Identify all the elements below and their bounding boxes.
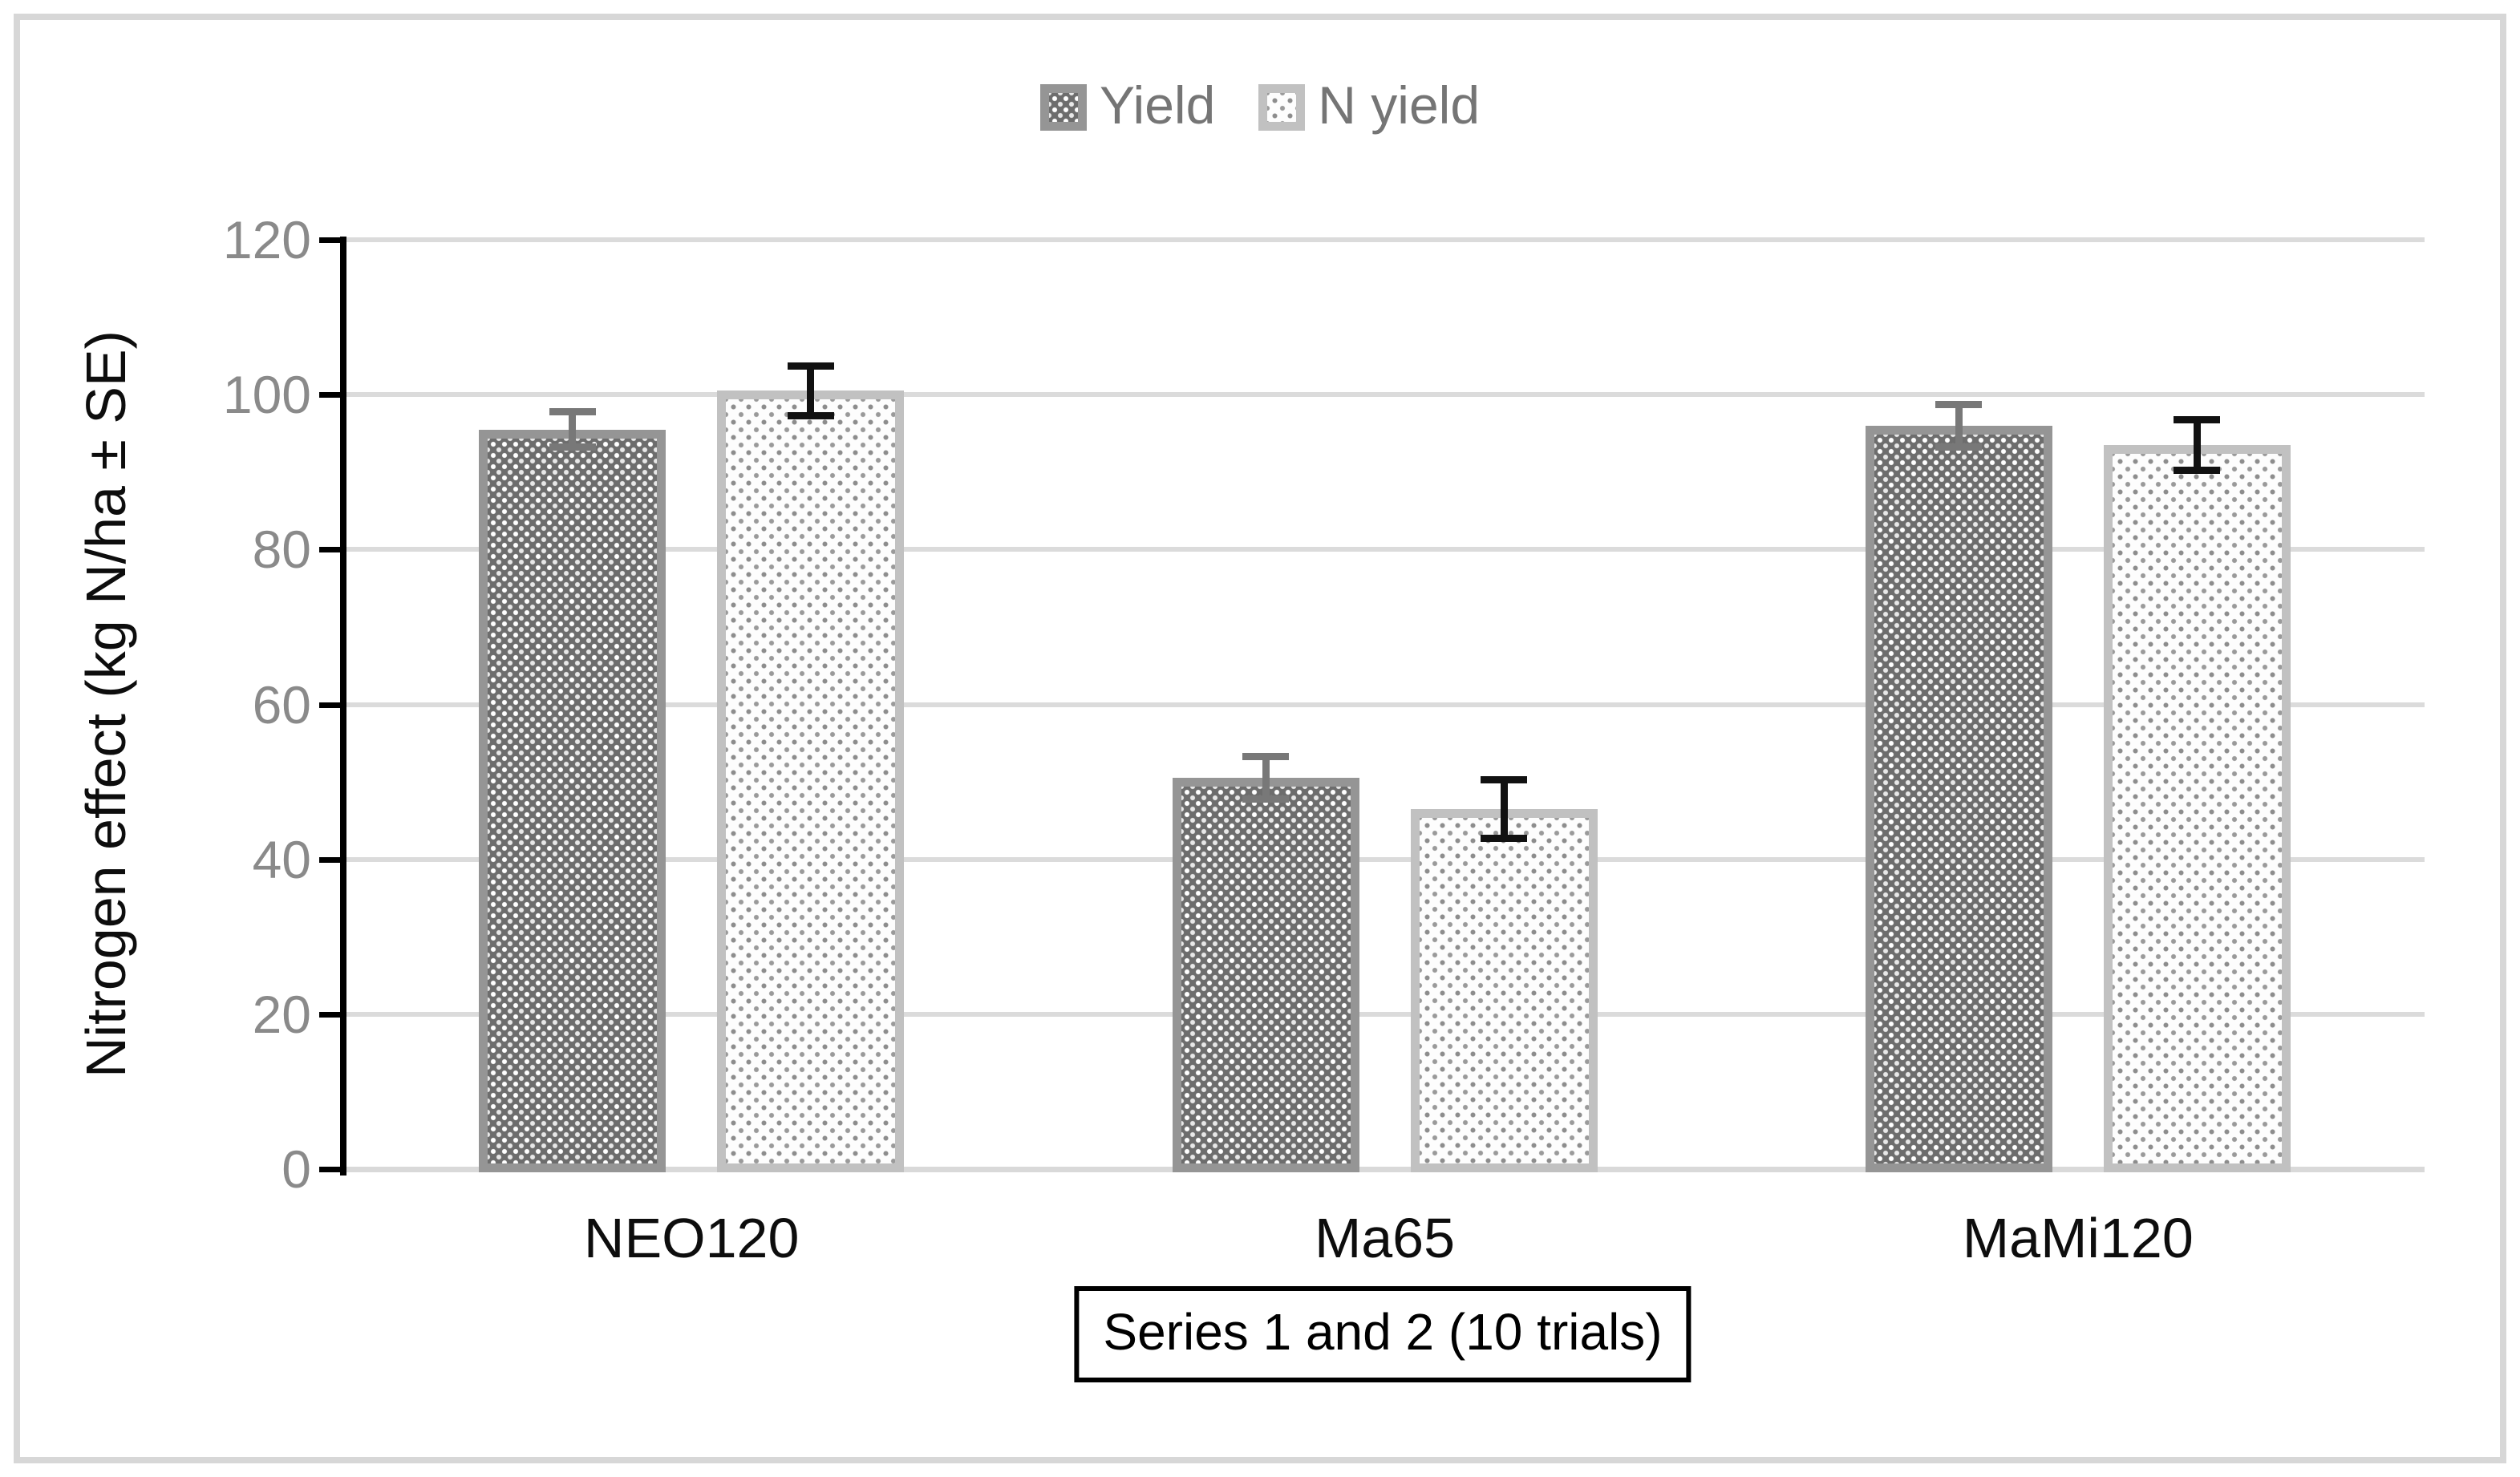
error-bar-n-yield-mami120 [2193,418,2201,472]
category-label-mami120: MaMi120 [1962,1207,2194,1269]
legend-label-n-yield: N yield [1318,75,1481,135]
y-axis-tick-0 [319,1167,340,1172]
bar-n-yield-ma65 [1410,808,1598,1172]
legend-swatch-yield-icon [1039,84,1087,131]
bar-yield-mami120 [1865,425,2052,1172]
y-axis-tick-20 [319,1011,340,1018]
error-bar-yield-neo120 [569,410,577,449]
error-bar-cap-top [787,362,834,370]
error-bar-cap-bottom [787,412,834,420]
y-axis-tick-120 [319,237,340,243]
legend-item-yield: Yield [1039,75,1216,136]
error-bar-cap-top [2174,416,2221,424]
figure-border [14,14,2506,1463]
y-tick-label-0: 0 [282,1139,311,1199]
gridline-40 [345,856,2425,862]
x-axis-title-box: Series 1 and 2 (10 trials) [1074,1286,1691,1382]
error-bar-cap-bottom [2174,466,2221,474]
bar-n-yield-neo120 [717,390,905,1172]
error-bar-cap-bottom [1242,795,1289,803]
y-axis-line [340,237,346,1176]
error-bar-n-yield-neo120 [807,363,815,419]
bar-yield-ma65 [1172,778,1359,1172]
y-tick-label-60: 60 [252,674,311,734]
error-bar-cap-bottom [549,443,596,451]
gridline-80 [345,547,2425,552]
error-bar-cap-bottom [1481,834,1527,842]
error-bar-cap-top [1935,400,1983,408]
legend: Yield N yield [0,79,2520,136]
bar-yield-neo120 [479,429,666,1172]
error-bar-yield-ma65 [1262,755,1270,802]
legend-item-n-yield: N yield [1258,79,1480,136]
error-bar-n-yield-ma65 [1500,778,1508,840]
y-tick-label-80: 80 [252,520,311,580]
error-bar-yield-mami120 [1955,402,1963,449]
category-label-neo120: NEO120 [583,1207,800,1269]
y-tick-label-20: 20 [252,984,311,1044]
gridline-120 [345,237,2425,242]
y-axis-tick-60 [319,702,340,708]
x-axis-line [345,1167,2425,1172]
y-axis-tick-100 [319,392,340,399]
legend-swatch-n-yield-icon [1258,84,1306,131]
gridline-100 [345,392,2425,398]
y-tick-label-100: 100 [222,365,311,425]
bar-n-yield-mami120 [2103,444,2291,1172]
legend-label-yield: Yield [1099,75,1216,135]
y-tick-label-40: 40 [252,829,311,889]
y-tick-label-120: 120 [222,210,311,269]
y-axis-title: Nitrogen effect (kg N/ha ± SE) [75,330,137,1078]
error-bar-cap-top [549,408,596,416]
gridline-20 [345,1011,2425,1017]
error-bar-cap-bottom [1935,443,1983,451]
y-axis-tick-80 [319,547,340,553]
y-axis-tick-40 [319,856,340,863]
error-bar-cap-top [1242,753,1289,761]
category-label-ma65: Ma65 [1314,1207,1456,1269]
error-bar-cap-top [1481,776,1527,784]
gridline-60 [345,702,2425,707]
